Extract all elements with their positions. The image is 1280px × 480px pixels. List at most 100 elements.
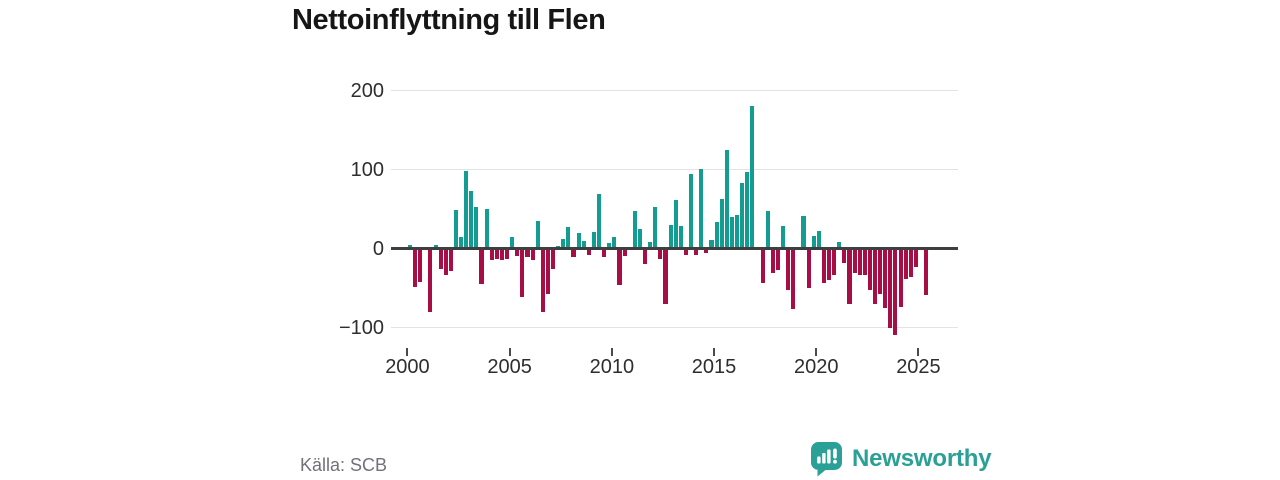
bar-negative <box>443 248 448 276</box>
bar-negative <box>520 248 525 298</box>
bar-negative <box>867 248 872 290</box>
bar-negative <box>683 248 688 255</box>
bar-positive <box>816 231 821 249</box>
bar-positive <box>801 216 806 249</box>
bar-positive <box>474 206 479 249</box>
bar-positive <box>740 182 745 249</box>
bar-negative <box>479 248 484 285</box>
bar-negative <box>704 248 709 254</box>
bar-positive <box>653 207 658 249</box>
bar-positive <box>689 174 694 249</box>
x-tick-label: 2010 <box>589 356 635 378</box>
bar-negative <box>842 248 847 263</box>
bar-positive <box>576 232 581 249</box>
bar-positive <box>724 149 729 249</box>
bar-positive <box>729 216 734 249</box>
bar-negative <box>832 248 837 275</box>
bar-negative <box>888 248 893 328</box>
bar-negative <box>821 248 826 284</box>
bar-positive <box>765 210 770 249</box>
grid-line <box>391 169 958 170</box>
bar-negative <box>505 248 510 259</box>
bar-positive <box>484 209 489 249</box>
bar-negative <box>602 248 607 258</box>
bar-negative <box>530 248 535 261</box>
bar-negative <box>489 248 494 261</box>
bar-positive <box>597 193 602 249</box>
bar-positive <box>648 242 653 249</box>
bar-positive <box>811 235 816 249</box>
x-tick-label: 2000 <box>385 356 430 378</box>
bar-negative <box>525 248 530 258</box>
bar-negative <box>883 248 888 308</box>
bar-positive <box>745 171 750 249</box>
x-tick-label: 2020 <box>793 356 839 378</box>
bar-positive <box>678 225 683 249</box>
bar-negative <box>893 248 898 335</box>
zero-axis-line <box>391 247 958 250</box>
bar-negative <box>499 248 505 261</box>
bar-positive <box>607 242 612 249</box>
bar-positive <box>668 224 673 249</box>
bar-positive <box>612 237 617 249</box>
y-tick-label: 0 <box>372 237 384 260</box>
bar-positive <box>714 222 719 249</box>
x-tick-mark <box>406 348 409 356</box>
bar-negative <box>540 248 545 313</box>
bar-negative <box>908 248 913 277</box>
bar-negative <box>617 248 622 285</box>
x-tick-mark <box>713 348 716 356</box>
newsworthy-logo-icon <box>810 441 843 477</box>
bar-positive <box>407 245 413 249</box>
bar-negative <box>428 248 433 313</box>
bar-positive <box>750 105 755 249</box>
x-tick-mark <box>508 348 511 356</box>
bar-positive <box>637 228 642 249</box>
x-tick-mark <box>610 348 613 356</box>
bar-positive <box>566 227 571 249</box>
bar-negative <box>545 248 550 295</box>
y-tick-label: 100 <box>350 158 384 181</box>
bar-negative <box>770 248 775 273</box>
bar-negative <box>643 248 648 264</box>
bar-negative <box>847 248 852 304</box>
bar-negative <box>806 248 811 288</box>
bar-negative <box>913 248 918 267</box>
bar-negative <box>515 248 520 256</box>
source-note: Källa: SCB <box>300 455 388 475</box>
bar-positive <box>453 209 459 249</box>
bar-negative <box>418 248 423 282</box>
bar-positive <box>510 236 515 249</box>
bar-negative <box>571 248 576 258</box>
chart-title: Nettoinflyttning till Flen <box>292 4 606 36</box>
bar-negative <box>791 248 796 310</box>
bar-negative <box>903 248 908 279</box>
bar-positive <box>709 239 714 249</box>
bar-positive <box>837 242 842 249</box>
bar-negative <box>694 248 699 255</box>
bar-positive <box>719 198 724 249</box>
bar-negative <box>760 248 765 284</box>
bar-negative <box>551 248 556 270</box>
bar-positive <box>433 245 438 249</box>
bar-negative <box>413 248 418 288</box>
bar-negative <box>786 248 791 290</box>
bar-negative <box>924 248 929 296</box>
y-tick-label: 200 <box>350 79 384 102</box>
bar-negative <box>663 248 668 304</box>
bar-positive <box>699 168 704 249</box>
bar-negative <box>586 248 591 255</box>
bar-negative <box>494 248 499 259</box>
bar-positive <box>535 220 540 249</box>
x-tick-label: 2025 <box>896 356 941 378</box>
bar-negative <box>448 248 453 271</box>
x-tick-label: 2005 <box>487 356 532 378</box>
bar-positive <box>673 200 678 249</box>
grid-line <box>391 90 958 91</box>
bar-negative <box>658 248 663 259</box>
bar-positive <box>581 240 586 249</box>
bar-negative <box>898 248 903 307</box>
bar-negative <box>872 248 878 304</box>
bar-negative <box>878 248 883 295</box>
